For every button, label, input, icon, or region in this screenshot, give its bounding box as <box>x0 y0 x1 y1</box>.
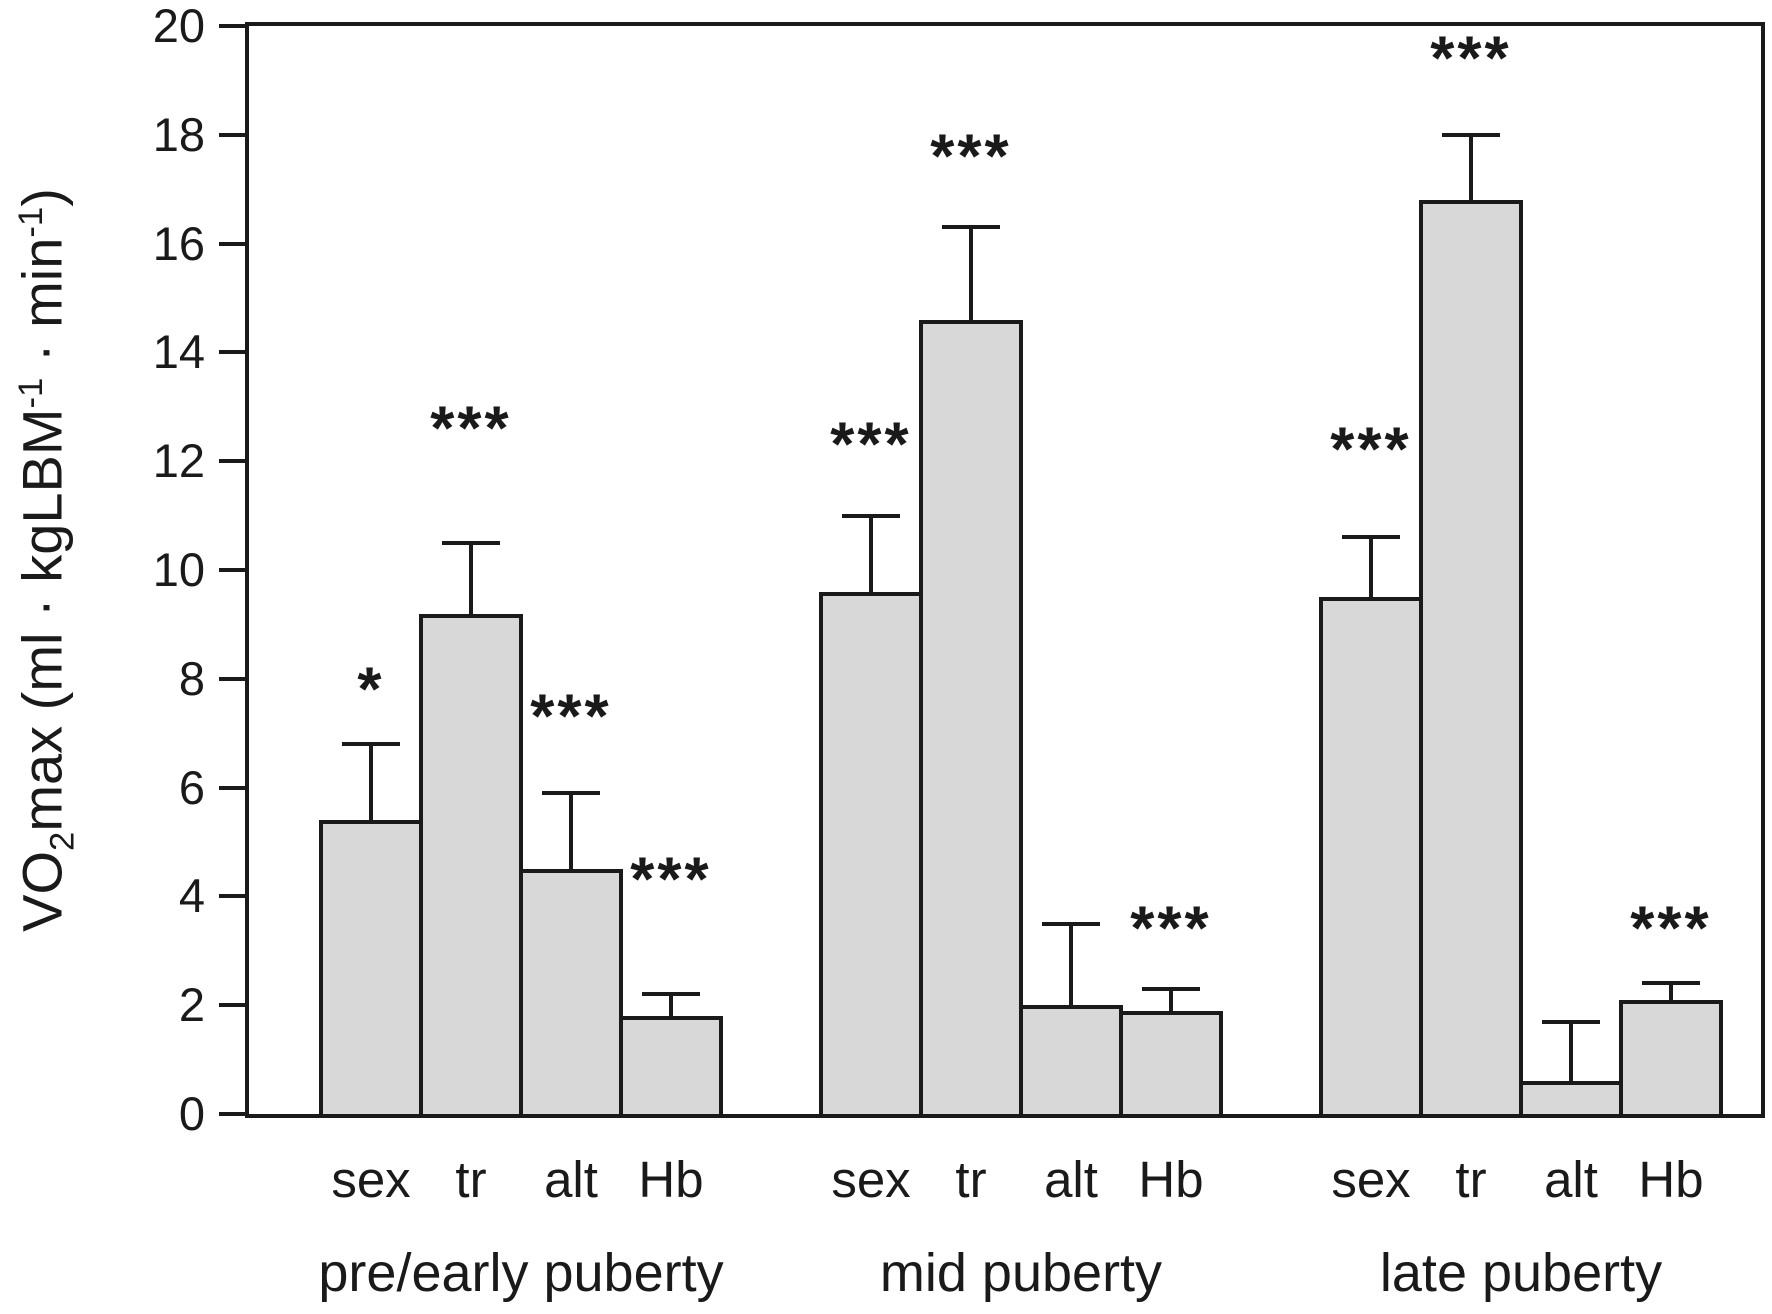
y-axis-tick <box>219 894 245 899</box>
bar-alt <box>1019 1005 1123 1114</box>
y-axis-tick-label: 2 <box>178 978 205 1032</box>
bar-category-label: sex <box>331 1151 411 1208</box>
bar-Hb <box>619 1016 723 1114</box>
y-axis-tick <box>219 350 245 355</box>
y-axis-tick <box>219 568 245 572</box>
y-axis-tick-label: 20 <box>152 0 205 52</box>
bar-Hb <box>1619 999 1723 1114</box>
y-axis-tick-label: 8 <box>178 651 205 705</box>
error-bar-stem <box>569 793 573 874</box>
error-bar-cap <box>542 791 600 796</box>
y-axis-tick-label: 4 <box>178 869 205 923</box>
y-axis-title-subscript: 2 <box>43 831 82 851</box>
bar-Hb <box>1119 1010 1223 1114</box>
error-bar-stem <box>1069 923 1073 1010</box>
y-axis-title-superscript: -1 <box>11 206 50 238</box>
y-axis-tick <box>219 459 245 464</box>
error-bar-cap <box>942 225 1000 230</box>
significance-marker: *** <box>1630 894 1712 964</box>
error-bar-stem <box>1469 134 1473 205</box>
bar-alt <box>519 869 623 1114</box>
plot-area: * *** *** *** *** *** *** *** *** *** <box>245 22 1765 1118</box>
error-bar-cap <box>342 742 400 747</box>
y-axis-tick-label: 18 <box>152 107 205 161</box>
significance-marker: *** <box>430 394 512 464</box>
bar-category-label: tr <box>955 1151 987 1208</box>
error-bar-cap <box>442 540 500 545</box>
y-axis-tick <box>219 785 245 790</box>
significance-marker: *** <box>1330 415 1412 485</box>
error-bar-cap <box>642 992 700 997</box>
bar-category-label: Hb <box>1138 1151 1204 1208</box>
bar-sex <box>819 591 923 1114</box>
y-axis-title: VO2max (ml · kgLBM-1 · min-1) <box>9 188 82 932</box>
significance-marker: * <box>357 655 385 725</box>
error-bar-stem <box>669 994 673 1021</box>
group-label: pre/early puberty <box>318 1243 724 1303</box>
bar-category-label: sex <box>831 1151 911 1208</box>
group-label: mid puberty <box>879 1243 1163 1303</box>
error-bar-cap <box>1042 921 1100 926</box>
y-axis-tick-label: 10 <box>152 543 205 596</box>
error-bar-stem <box>1569 1021 1573 1086</box>
bar-tr <box>919 319 1023 1114</box>
significance-marker: *** <box>530 682 612 752</box>
bar-category-label: alt <box>544 1151 598 1208</box>
error-bar-stem <box>869 515 873 596</box>
y-axis-tick-label: 16 <box>152 216 205 270</box>
error-bar-cap <box>1542 1019 1600 1024</box>
bar-alt <box>1519 1081 1623 1114</box>
y-axis-tick <box>219 24 245 28</box>
y-axis-tick-label: 6 <box>178 760 205 814</box>
y-axis-tick-label: 14 <box>152 325 205 379</box>
y-axis-tick <box>219 1003 245 1008</box>
y-axis-title-text: max (ml · kgLBM <box>10 408 74 832</box>
y-axis-title-text: · min <box>10 237 74 378</box>
y-axis-tick-label: 12 <box>152 434 205 488</box>
bar-sex <box>1319 597 1423 1114</box>
error-bar-cap <box>1342 535 1400 540</box>
error-bar-cap <box>1442 132 1500 137</box>
bar-tr <box>1419 200 1523 1114</box>
y-axis-tick <box>219 1112 245 1116</box>
error-bar-stem <box>469 542 473 618</box>
y-axis-title-text: VO <box>10 850 74 932</box>
error-bar-stem <box>1369 537 1373 602</box>
error-bar-stem <box>969 227 973 324</box>
y-axis-tick-label: 0 <box>178 1087 205 1140</box>
bar-tr <box>419 613 523 1114</box>
y-axis-tick <box>219 132 245 137</box>
bar-category-label: sex <box>1331 1151 1411 1208</box>
significance-marker: *** <box>830 410 912 480</box>
bar-category-label: tr <box>1455 1151 1487 1208</box>
y-axis-tick <box>219 676 245 681</box>
bar-category-label: Hb <box>1638 1151 1704 1208</box>
y-axis-title-text: ) <box>10 188 74 207</box>
y-axis-title-superscript: -1 <box>11 377 50 409</box>
group-label: late puberty <box>1379 1243 1663 1303</box>
error-bar-stem <box>369 744 373 825</box>
y-axis-tick <box>219 241 245 246</box>
bar-category-label: Hb <box>638 1151 704 1208</box>
bar-category-label: tr <box>455 1151 487 1208</box>
bar-category-label: alt <box>1544 1151 1598 1208</box>
error-bar-cap <box>1642 981 1700 986</box>
error-bar-cap <box>1142 986 1200 991</box>
error-bar-stem <box>1669 983 1673 1004</box>
significance-marker: *** <box>630 845 712 915</box>
significance-marker: *** <box>1130 894 1212 964</box>
error-bar-cap <box>842 513 900 518</box>
bar-category-label: alt <box>1044 1151 1098 1208</box>
error-bar-stem <box>1169 988 1173 1015</box>
bar-sex <box>319 820 423 1114</box>
significance-marker: *** <box>930 122 1012 192</box>
significance-marker: *** <box>1430 24 1512 94</box>
